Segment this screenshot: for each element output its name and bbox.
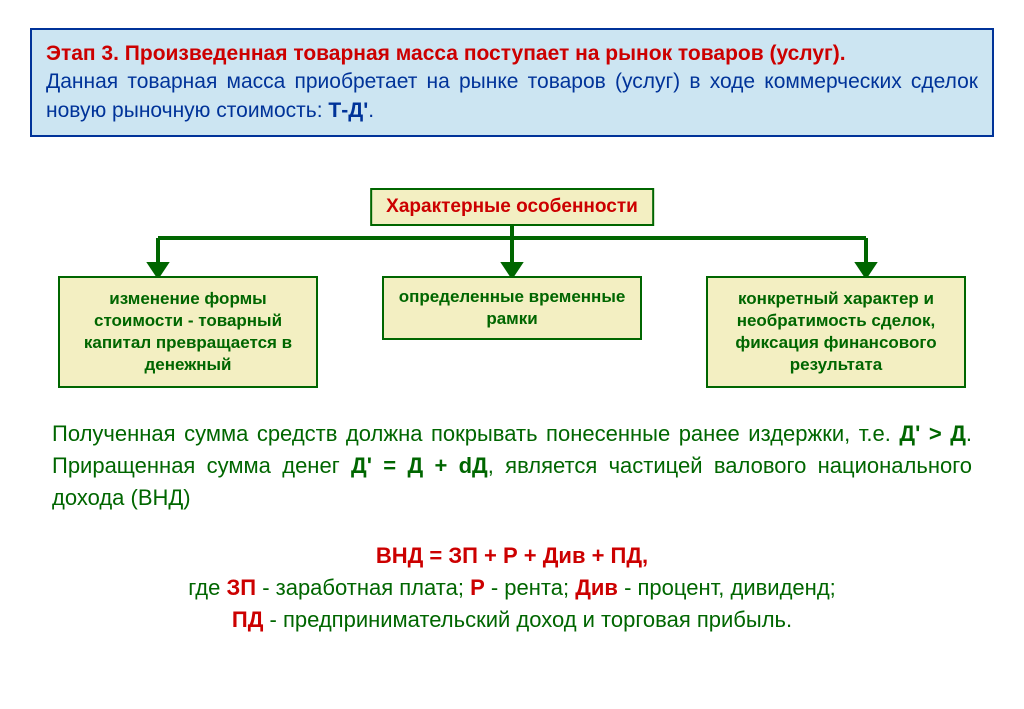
feature-box-2: определенные временные рамки [382, 276, 642, 340]
stage-body-text: Данная товарная масса приобретает на рын… [46, 70, 978, 121]
f-l3-pd-t: - предпринимательский доход и торговая п… [263, 607, 792, 632]
para-p1: Полученная сумма средств должна покрыват… [52, 421, 899, 446]
formula-line1: ВНД = ЗП + Р + Див + ПД, [376, 543, 648, 568]
f-l2-zp: ЗП [226, 575, 256, 600]
connector-svg [132, 226, 892, 276]
feature-box-1: изменение формы стоимости - товарный кап… [58, 276, 318, 388]
f-l2-zp-t: - заработная плата; [256, 575, 470, 600]
stage-body-bold: Т-Д' [328, 99, 368, 122]
stage-box: Этап 3. Произведенная товарная масса пос… [30, 28, 994, 137]
f-l2-div-t: - процент, дивиденд; [618, 575, 836, 600]
formula-block: ВНД = ЗП + Р + Див + ПД, где ЗП - зарабо… [0, 540, 1024, 636]
features-label: Характерные особенности [370, 188, 654, 226]
stage-body: Данная товарная масса приобретает на рын… [46, 68, 978, 125]
feature-box-3: конкретный характер и необратимость сдел… [706, 276, 966, 388]
f-l2-r: Р [470, 575, 485, 600]
stage-title: Этап 3. Произведенная товарная масса пос… [46, 40, 978, 68]
f-l3-pd: ПД [232, 607, 264, 632]
para-b1: Д' > Д [899, 421, 965, 446]
f-l2-div: Див [575, 575, 618, 600]
f-l2-pre: где [188, 575, 226, 600]
f-l2-r-t: - рента; [485, 575, 575, 600]
para-b2: Д' = Д + dД [351, 453, 488, 478]
stage-body-post: . [368, 99, 374, 122]
connector-arrows [132, 226, 892, 276]
paragraph: Полученная сумма средств должна покрыват… [52, 418, 972, 514]
